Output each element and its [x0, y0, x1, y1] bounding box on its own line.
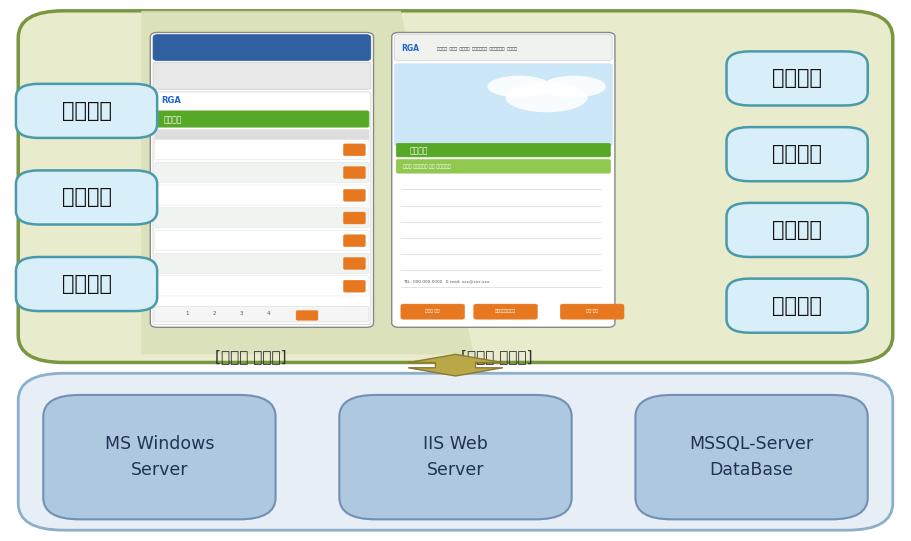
Ellipse shape: [542, 76, 606, 97]
FancyBboxPatch shape: [474, 304, 537, 319]
FancyBboxPatch shape: [16, 84, 157, 138]
Text: [관리자 시스템]: [관리자 시스템]: [215, 349, 286, 364]
Text: 통계관리: 통계관리: [62, 101, 111, 121]
Text: 2: 2: [212, 311, 216, 316]
FancyBboxPatch shape: [155, 185, 369, 205]
FancyBboxPatch shape: [155, 111, 369, 127]
Text: 공지관리: 공지관리: [62, 188, 111, 207]
FancyBboxPatch shape: [155, 130, 369, 143]
Text: 공지전달: 공지전달: [773, 296, 822, 315]
FancyBboxPatch shape: [155, 230, 369, 250]
Text: 결과조회: 결과조회: [773, 220, 822, 240]
Text: 고시로 출력: 고시로 출력: [425, 309, 440, 314]
FancyBboxPatch shape: [155, 208, 369, 228]
Ellipse shape: [487, 76, 551, 97]
FancyBboxPatch shape: [343, 280, 365, 292]
FancyBboxPatch shape: [16, 170, 157, 225]
FancyBboxPatch shape: [340, 395, 572, 519]
Text: 회원가입: 회원가입: [773, 69, 822, 88]
FancyBboxPatch shape: [155, 162, 369, 182]
Text: 4: 4: [267, 311, 271, 316]
Text: RGA: RGA: [161, 96, 181, 104]
FancyBboxPatch shape: [155, 276, 369, 296]
FancyBboxPatch shape: [343, 144, 365, 156]
FancyBboxPatch shape: [150, 32, 374, 327]
FancyBboxPatch shape: [343, 235, 365, 247]
FancyBboxPatch shape: [396, 160, 610, 173]
Text: 평가참여: 평가참여: [773, 144, 822, 164]
FancyBboxPatch shape: [343, 212, 365, 224]
FancyBboxPatch shape: [296, 311, 318, 320]
Text: 평가를 시작하기에 앞서 읽어보세요: 평가를 시작하기에 앞서 읽어보세요: [403, 164, 450, 169]
FancyBboxPatch shape: [394, 35, 612, 61]
FancyBboxPatch shape: [392, 32, 615, 327]
Text: IIS Web
Server: IIS Web Server: [423, 435, 488, 479]
Text: MSSQL-Server
DataBase: MSSQL-Server DataBase: [690, 435, 814, 479]
FancyBboxPatch shape: [155, 253, 369, 273]
Text: RGA: RGA: [401, 44, 419, 53]
Text: 평가하기: 평가하기: [410, 146, 428, 155]
FancyBboxPatch shape: [560, 304, 624, 319]
Text: 통계관리: 통계관리: [164, 116, 182, 124]
Ellipse shape: [506, 82, 588, 112]
FancyBboxPatch shape: [636, 395, 867, 519]
FancyBboxPatch shape: [16, 257, 157, 311]
FancyBboxPatch shape: [727, 51, 867, 105]
FancyBboxPatch shape: [396, 143, 610, 157]
Text: TEL: 000-000-0000   E-mail: xxx@xxx.xxx: TEL: 000-000-0000 E-mail: xxx@xxx.xxx: [403, 279, 489, 283]
FancyBboxPatch shape: [18, 11, 893, 362]
FancyBboxPatch shape: [153, 92, 371, 325]
FancyBboxPatch shape: [43, 395, 275, 519]
FancyBboxPatch shape: [401, 304, 465, 319]
FancyBboxPatch shape: [343, 189, 365, 201]
Text: 공지사항  게시판  평가하기  평가이력관리  개인정보수정  로그아웃: 공지사항 게시판 평가하기 평가이력관리 개인정보수정 로그아웃: [437, 47, 517, 51]
FancyBboxPatch shape: [153, 62, 371, 89]
FancyBboxPatch shape: [18, 373, 893, 530]
Text: MS Windows
Server: MS Windows Server: [105, 435, 214, 479]
Polygon shape: [408, 354, 503, 376]
FancyBboxPatch shape: [343, 258, 365, 269]
FancyBboxPatch shape: [394, 64, 612, 146]
FancyBboxPatch shape: [727, 127, 867, 181]
Text: [사용자 시스템]: [사용자 시스템]: [461, 349, 532, 364]
Text: 1: 1: [185, 311, 189, 316]
FancyBboxPatch shape: [155, 140, 369, 160]
Text: 3: 3: [240, 311, 243, 316]
FancyBboxPatch shape: [153, 35, 371, 61]
FancyBboxPatch shape: [727, 279, 867, 333]
Polygon shape: [141, 11, 474, 354]
Text: 회원관리: 회원관리: [62, 274, 111, 294]
FancyBboxPatch shape: [155, 307, 369, 322]
FancyBboxPatch shape: [727, 203, 867, 257]
FancyBboxPatch shape: [343, 167, 365, 179]
Text: 평가시스템사용법: 평가시스템사용법: [495, 309, 517, 314]
Text: 평가 시작: 평가 시작: [586, 309, 599, 314]
